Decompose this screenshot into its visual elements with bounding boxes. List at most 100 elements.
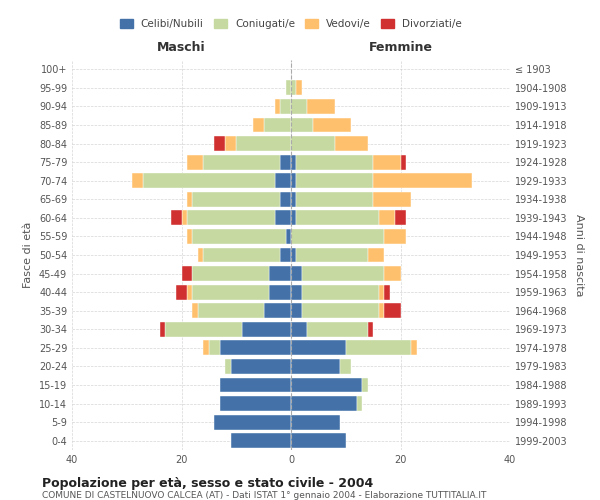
Bar xyxy=(143,174,275,188)
Text: Femmine: Femmine xyxy=(368,42,433,54)
Bar xyxy=(193,266,269,281)
Bar xyxy=(291,99,307,114)
Text: Popolazione per età, sesso e stato civile - 2004: Popolazione per età, sesso e stato civil… xyxy=(42,478,373,490)
Legend: Celibi/Nubili, Coniugati/e, Vedovi/e, Divorziati/e: Celibi/Nubili, Coniugati/e, Vedovi/e, Di… xyxy=(116,14,466,33)
Bar xyxy=(193,304,198,318)
Bar xyxy=(291,322,307,336)
Bar xyxy=(132,174,143,188)
Bar xyxy=(275,210,291,226)
Bar xyxy=(198,304,263,318)
Bar xyxy=(335,136,368,151)
Bar xyxy=(203,340,209,355)
Bar xyxy=(209,340,220,355)
Bar xyxy=(291,340,346,355)
Bar xyxy=(296,192,373,206)
Text: COMUNE DI CASTELNUOVO CALCEA (AT) - Dati ISTAT 1° gennaio 2004 - Elaborazione TU: COMUNE DI CASTELNUOVO CALCEA (AT) - Dati… xyxy=(42,491,487,500)
Bar xyxy=(291,192,296,206)
Bar xyxy=(291,434,346,448)
Bar xyxy=(379,210,395,226)
Bar xyxy=(313,118,351,132)
Y-axis label: Anni di nascita: Anni di nascita xyxy=(574,214,584,296)
Bar xyxy=(160,322,165,336)
Bar xyxy=(203,248,280,262)
Bar xyxy=(220,396,291,411)
Bar xyxy=(269,284,291,300)
Bar xyxy=(373,174,472,188)
Bar xyxy=(307,99,335,114)
Bar xyxy=(291,266,302,281)
Bar xyxy=(384,304,401,318)
Bar xyxy=(291,118,313,132)
Bar xyxy=(280,154,291,170)
Bar xyxy=(291,378,362,392)
Bar xyxy=(291,210,296,226)
Bar xyxy=(214,136,226,151)
Bar xyxy=(286,229,291,244)
Bar xyxy=(302,266,384,281)
Bar xyxy=(198,248,203,262)
Bar xyxy=(263,304,291,318)
Bar xyxy=(296,210,379,226)
Bar xyxy=(187,229,193,244)
Bar xyxy=(296,80,302,96)
Bar xyxy=(286,80,291,96)
Bar xyxy=(356,396,362,411)
Bar xyxy=(187,192,193,206)
Bar xyxy=(182,210,187,226)
Bar xyxy=(412,340,417,355)
Bar xyxy=(291,229,384,244)
Bar xyxy=(291,359,340,374)
Bar xyxy=(220,378,291,392)
Bar xyxy=(236,136,291,151)
Bar xyxy=(379,304,384,318)
Bar xyxy=(373,154,401,170)
Bar xyxy=(368,322,373,336)
Bar xyxy=(368,248,384,262)
Bar xyxy=(226,359,231,374)
Bar xyxy=(379,284,384,300)
Bar xyxy=(346,340,412,355)
Bar xyxy=(275,99,280,114)
Bar xyxy=(291,136,335,151)
Bar xyxy=(253,118,263,132)
Bar xyxy=(187,210,275,226)
Bar xyxy=(340,359,351,374)
Bar xyxy=(170,210,182,226)
Bar xyxy=(226,136,236,151)
Bar xyxy=(165,322,242,336)
Bar xyxy=(263,118,291,132)
Bar xyxy=(231,434,291,448)
Bar xyxy=(302,284,379,300)
Bar xyxy=(302,304,379,318)
Bar xyxy=(362,378,368,392)
Bar xyxy=(182,266,193,281)
Bar xyxy=(231,359,291,374)
Bar xyxy=(203,154,280,170)
Y-axis label: Fasce di età: Fasce di età xyxy=(23,222,33,288)
Bar xyxy=(193,229,286,244)
Bar xyxy=(307,322,368,336)
Bar xyxy=(193,284,269,300)
Bar xyxy=(280,248,291,262)
Bar xyxy=(291,248,296,262)
Bar xyxy=(187,284,193,300)
Bar xyxy=(291,154,296,170)
Bar xyxy=(291,414,340,430)
Bar xyxy=(242,322,291,336)
Bar xyxy=(291,174,296,188)
Bar xyxy=(269,266,291,281)
Bar xyxy=(296,154,373,170)
Bar xyxy=(291,396,356,411)
Text: Maschi: Maschi xyxy=(157,42,206,54)
Bar xyxy=(280,192,291,206)
Bar xyxy=(176,284,187,300)
Bar xyxy=(291,284,302,300)
Bar xyxy=(275,174,291,188)
Bar xyxy=(384,284,389,300)
Bar xyxy=(214,414,291,430)
Bar xyxy=(401,154,406,170)
Bar xyxy=(296,248,368,262)
Bar xyxy=(280,99,291,114)
Bar xyxy=(296,174,373,188)
Bar xyxy=(193,192,280,206)
